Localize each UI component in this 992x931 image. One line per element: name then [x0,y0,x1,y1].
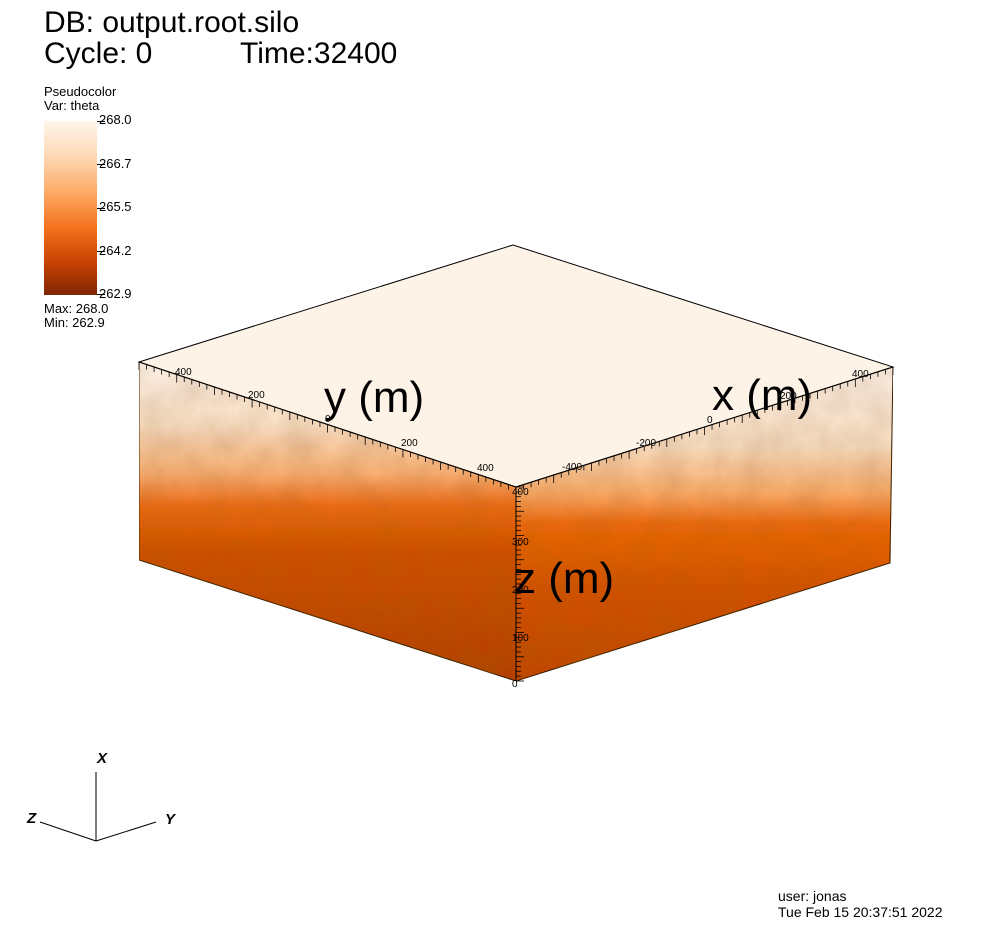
x-axis-title: x (m) [712,371,812,420]
y-tick-label: 400 [175,367,192,378]
x-tick-label: 200 [780,391,797,402]
colorbar-tick-label: 262.9 [99,286,132,301]
colorbar-tick [97,121,105,122]
y-tick-label: 200 [401,438,418,449]
triad-z-label: Z [26,810,37,827]
user-label: user: jonas [778,888,847,904]
z-axis-ticks [516,486,524,682]
y-tick-label: 400 [477,463,494,474]
x-tick-label: -200 [636,438,656,449]
colorbar-tick [97,251,105,252]
colorbar-tick [97,164,105,165]
y-tick-label: 200 [248,390,265,401]
z-tick-label: 300 [512,537,529,548]
colorbar-tick-label: 268.0 [99,112,132,127]
colorbar-tick [97,208,105,209]
colorbar-tick [97,294,105,295]
y-axis-ticks [138,362,517,495]
orientation-triad: X Z Y [26,750,177,842]
colorbar-tick-label: 266.7 [99,156,132,171]
colorbar-tick-label: 265.5 [99,199,132,214]
time-label: Time:32400 [240,37,398,70]
x-axis-ticks [515,367,894,495]
x-tick-label: 0 [707,415,713,426]
colorbar [44,121,97,295]
triad-x-label: X [96,750,108,767]
z-axis-title: z (m) [514,554,614,603]
z-tick-label: 100 [512,633,529,644]
legend-variable: Var: theta [44,98,100,113]
legend-min: Min: 262.9 [44,315,105,330]
z-tick-label: 0 [512,679,518,690]
database-title: DB: output.root.silo [44,6,300,39]
legend-plot-type: Pseudocolor [44,84,117,99]
colorbar-tick-label: 264.2 [99,243,132,258]
cycle-label: Cycle: 0 [44,37,153,70]
y-tick-label: 0 [325,414,331,425]
timestamp-label: Tue Feb 15 20:37:51 2022 [778,904,943,920]
x-tick-label: -400 [562,462,582,473]
legend-max: Max: 268.0 [44,301,109,316]
z-tick-label: 200 [512,585,529,596]
triad-y-label: Y [165,811,177,828]
z-tick-label: 400 [512,487,529,498]
y-axis-title: y (m) [324,373,424,422]
x-tick-label: 400 [852,369,869,380]
